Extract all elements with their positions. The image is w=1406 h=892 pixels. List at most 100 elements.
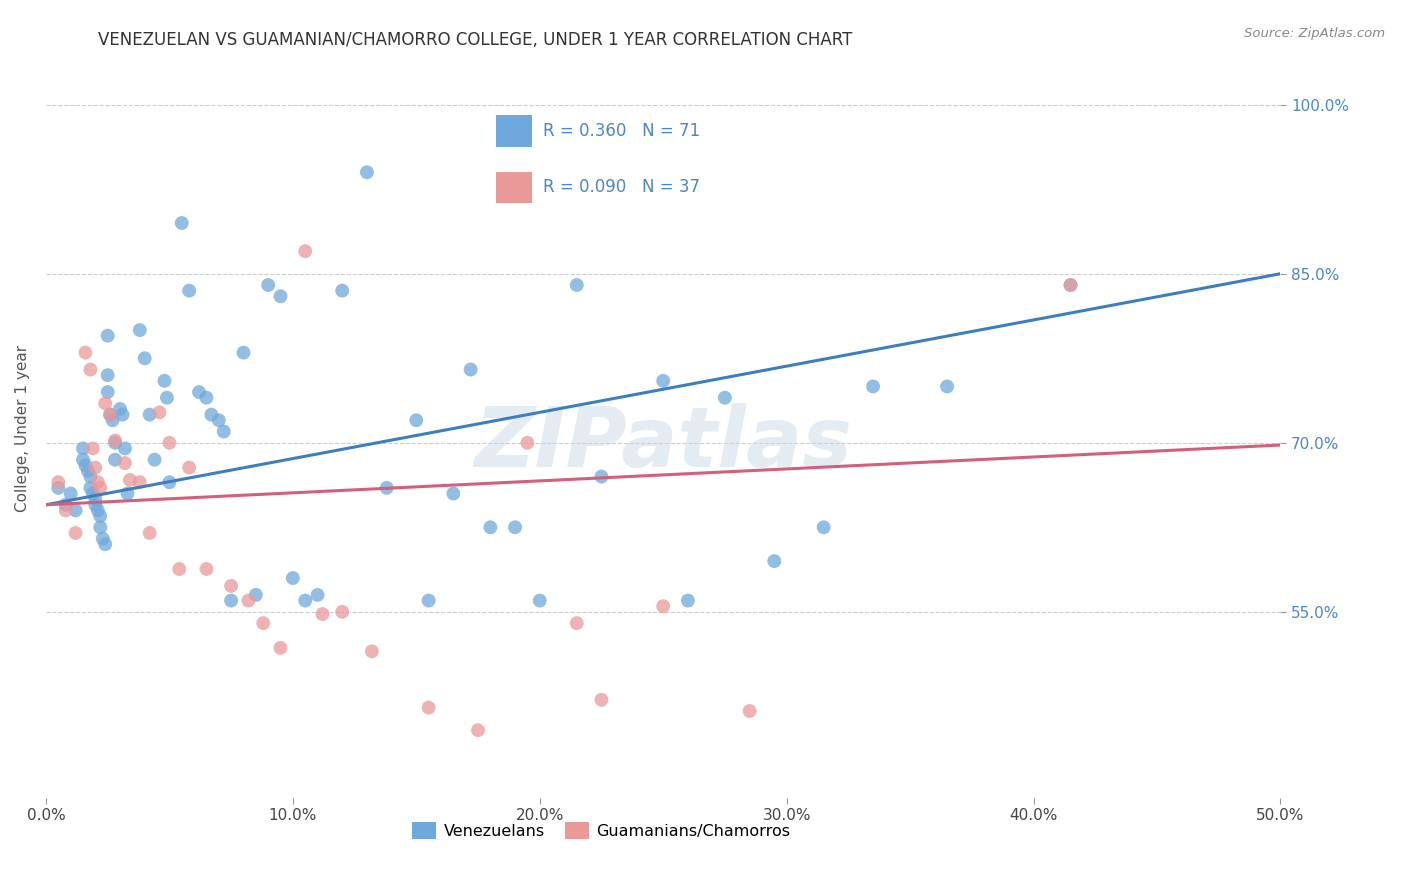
Point <box>59 486 82 500</box>
Point <box>270 640 292 655</box>
Point <box>212 425 235 439</box>
Point <box>98 408 121 422</box>
Point <box>108 401 131 416</box>
Point <box>79 481 101 495</box>
Point <box>104 434 127 448</box>
Text: Source: ZipAtlas.com: Source: ZipAtlas.com <box>1244 27 1385 40</box>
Point <box>101 413 124 427</box>
Point <box>87 475 110 490</box>
Point <box>418 593 440 607</box>
Point <box>117 486 139 500</box>
Point <box>170 216 193 230</box>
Point <box>94 537 117 551</box>
Point <box>813 520 835 534</box>
Point <box>46 475 69 490</box>
Point <box>111 408 134 422</box>
Point <box>591 692 613 706</box>
Point <box>55 498 77 512</box>
Point <box>460 362 482 376</box>
Point <box>936 379 959 393</box>
Point <box>87 503 110 517</box>
Point <box>89 481 111 495</box>
Y-axis label: College, Under 1 year: College, Under 1 year <box>15 345 30 512</box>
Legend: Venezuelans, Guamanians/Chamorros: Venezuelans, Guamanians/Chamorros <box>406 816 797 846</box>
Point <box>200 408 222 422</box>
Point <box>84 460 107 475</box>
Text: ZIPatlas: ZIPatlas <box>474 403 852 484</box>
Point <box>281 571 304 585</box>
Point <box>157 475 180 490</box>
Point <box>134 351 156 366</box>
Point <box>104 435 127 450</box>
Point <box>91 532 114 546</box>
Point <box>330 284 353 298</box>
Point <box>467 723 489 738</box>
Point <box>219 579 242 593</box>
Point <box>84 492 107 507</box>
Point <box>97 368 120 383</box>
Point <box>128 323 150 337</box>
Point <box>97 385 120 400</box>
Point <box>143 452 166 467</box>
Point <box>82 442 104 456</box>
Point <box>738 704 761 718</box>
Point <box>72 452 94 467</box>
Point <box>503 520 526 534</box>
Point <box>114 442 136 456</box>
Point <box>84 498 107 512</box>
Point <box>652 599 675 614</box>
Point <box>138 408 160 422</box>
Point <box>75 345 97 359</box>
Point <box>862 379 884 393</box>
Point <box>128 475 150 490</box>
Point <box>219 593 242 607</box>
Point <box>77 464 100 478</box>
Point <box>252 616 274 631</box>
Point <box>46 481 69 495</box>
Point <box>208 413 231 427</box>
Point <box>156 391 179 405</box>
Point <box>97 328 120 343</box>
Point <box>157 435 180 450</box>
Point <box>257 278 280 293</box>
Point <box>72 442 94 456</box>
Point <box>238 593 260 607</box>
Point <box>714 391 737 405</box>
Point <box>565 278 588 293</box>
Point <box>294 244 316 259</box>
Point <box>245 588 267 602</box>
Point <box>148 405 170 419</box>
Point <box>114 456 136 470</box>
Point <box>360 644 382 658</box>
Point <box>65 503 87 517</box>
Point <box>138 525 160 540</box>
Point <box>98 408 121 422</box>
Point <box>1059 278 1081 293</box>
Point <box>179 460 201 475</box>
Point <box>89 509 111 524</box>
Point <box>1059 278 1081 293</box>
Point <box>179 284 201 298</box>
Point <box>356 165 378 179</box>
Point <box>763 554 786 568</box>
Point <box>195 391 218 405</box>
Point <box>330 605 353 619</box>
Point <box>104 452 127 467</box>
Point <box>516 435 538 450</box>
Point <box>82 486 104 500</box>
Point <box>479 520 502 534</box>
Point <box>79 362 101 376</box>
Point <box>75 458 97 473</box>
Point <box>311 607 333 621</box>
Point <box>418 700 440 714</box>
Point <box>55 503 77 517</box>
Point <box>441 486 464 500</box>
Point <box>188 385 211 400</box>
Point <box>652 374 675 388</box>
Point <box>676 593 699 607</box>
Point <box>405 413 427 427</box>
Point <box>565 616 588 631</box>
Point <box>118 473 141 487</box>
Point <box>294 593 316 607</box>
Point <box>529 593 551 607</box>
